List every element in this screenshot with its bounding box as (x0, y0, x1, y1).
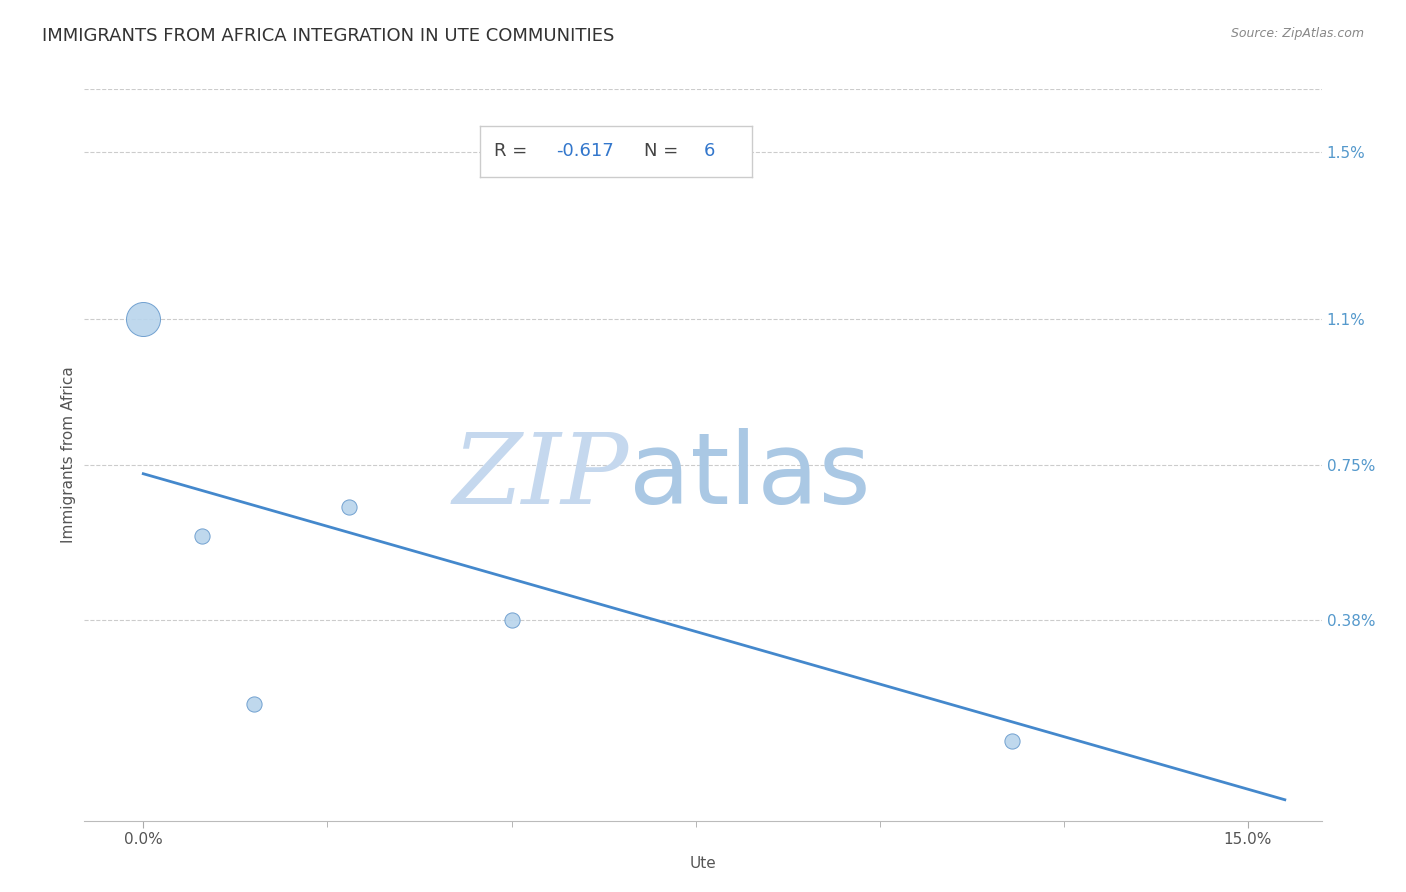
Text: ZIP: ZIP (453, 429, 628, 524)
Text: -0.617: -0.617 (557, 143, 614, 161)
Point (501, 613, 523, 627)
Text: 6: 6 (703, 143, 714, 161)
Text: IMMIGRANTS FROM AFRICA INTEGRATION IN UTE COMMUNITIES: IMMIGRANTS FROM AFRICA INTEGRATION IN UT… (42, 27, 614, 45)
Text: N =: N = (644, 143, 683, 161)
Point (191, 529, 214, 543)
Text: atlas: atlas (628, 428, 870, 525)
Point (339, 500, 361, 515)
Text: R =: R = (494, 143, 533, 161)
Point (1001, 734, 1024, 748)
Point (132, 312, 155, 326)
Point (242, 697, 264, 711)
Y-axis label: Immigrants from Africa: Immigrants from Africa (60, 367, 76, 543)
Text: Source: ZipAtlas.com: Source: ZipAtlas.com (1230, 27, 1364, 40)
X-axis label: Ute: Ute (689, 855, 717, 871)
